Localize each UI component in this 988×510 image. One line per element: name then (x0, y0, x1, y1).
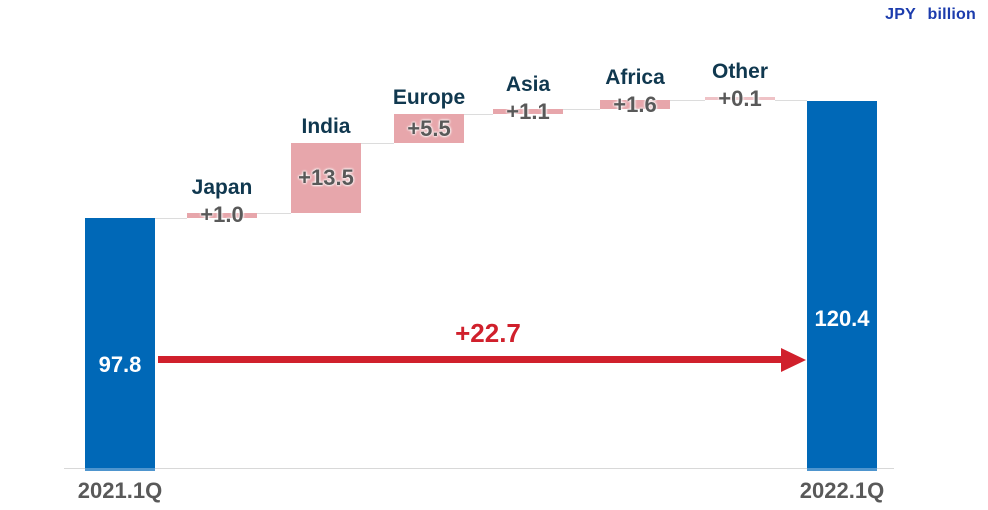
connector-line (775, 99, 807, 101)
step-value-label: +5.5 (407, 115, 451, 141)
connector-line (155, 217, 187, 219)
connector-line (361, 142, 394, 144)
step-name-label: Europe (392, 86, 466, 110)
step-value-label: +0.1 (718, 85, 762, 111)
total-arrow-head (781, 347, 806, 372)
step-name-label: India (301, 114, 351, 138)
connector-line (670, 100, 705, 102)
connector-line (464, 114, 493, 116)
waterfall-step-bar-europe (394, 114, 464, 143)
waterfall-step-bar-japan (187, 212, 257, 218)
end-bar (807, 100, 877, 471)
start-bar-value: 97.8 (98, 352, 142, 377)
connector-line (257, 212, 291, 214)
start-bar (85, 217, 155, 471)
unit-label: JPY billion (885, 6, 976, 23)
step-value-label: +1.6 (613, 91, 657, 117)
total-arrow-shaft (158, 356, 782, 363)
x-axis-baseline (64, 468, 894, 469)
waterfall-step-bar-africa (600, 100, 670, 109)
waterfall-step-bar-other (705, 97, 775, 101)
step-value-label: +13.5 (298, 164, 354, 190)
step-name-label: Africa (605, 65, 665, 89)
total-arrow-label: +22.7 (455, 318, 521, 348)
step-value-label: +1.0 (200, 202, 244, 228)
end-bar-value: 120.4 (814, 306, 870, 331)
axis-label-end: 2022.1Q (799, 478, 885, 503)
waterfall-step-bar-asia (493, 108, 563, 115)
step-name-label: Japan (191, 176, 253, 200)
step-name-label: Asia (505, 72, 551, 96)
waterfall-step-bar-india (291, 142, 361, 213)
connector-line (563, 108, 600, 110)
axis-label-start: 2021.1Q (77, 478, 163, 503)
step-name-label: Other (711, 59, 768, 83)
step-value-label: +1.1 (506, 98, 550, 124)
